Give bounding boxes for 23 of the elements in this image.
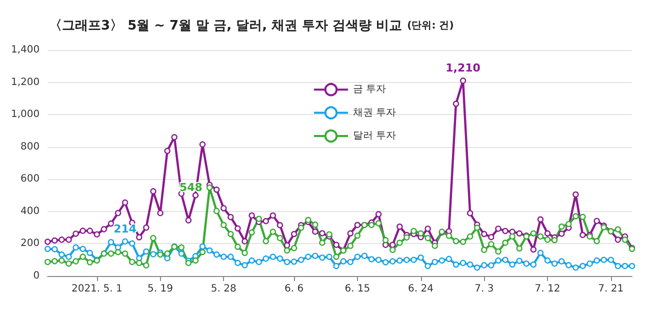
y-tick-label: 800 (20, 141, 40, 152)
legend-label: 금 투자 (353, 84, 386, 96)
x-tick-label: 6. 24 (408, 284, 434, 294)
data-label: 1,210 (446, 62, 481, 75)
x-tick-label: 7. 21 (598, 284, 624, 294)
y-tick-label: 1,400 (10, 44, 40, 56)
chart-subtitle: (단위: 건) (407, 20, 454, 32)
x-tick-label: 5. 28 (210, 284, 236, 294)
y-tick-label: 1,000 (10, 109, 40, 120)
y-tick-label: 400 (20, 206, 40, 217)
legend-label: 채권 투자 (353, 107, 396, 118)
legend-label: 달러 투자 (353, 130, 396, 142)
chart-title: 〈그래프3〉 5월 ~ 7월 말 금, 달러, 채권 투자 검색량 비교 (49, 18, 402, 34)
x-tick-label: 6. 6 (284, 284, 304, 294)
y-tick-label: 0 (33, 270, 40, 282)
x-tick-label: 7. 3 (474, 284, 494, 294)
x-tick-label: 7. 12 (534, 284, 560, 294)
x-tick-label: 2021. 5. 1 (71, 284, 122, 294)
x-tick-label: 6. 15 (344, 284, 370, 294)
y-tick-label: 600 (20, 174, 40, 185)
y-tick-label: 200 (20, 238, 40, 250)
x-tick-label: 5. 19 (148, 284, 174, 294)
y-tick-label: 1,200 (10, 76, 40, 88)
